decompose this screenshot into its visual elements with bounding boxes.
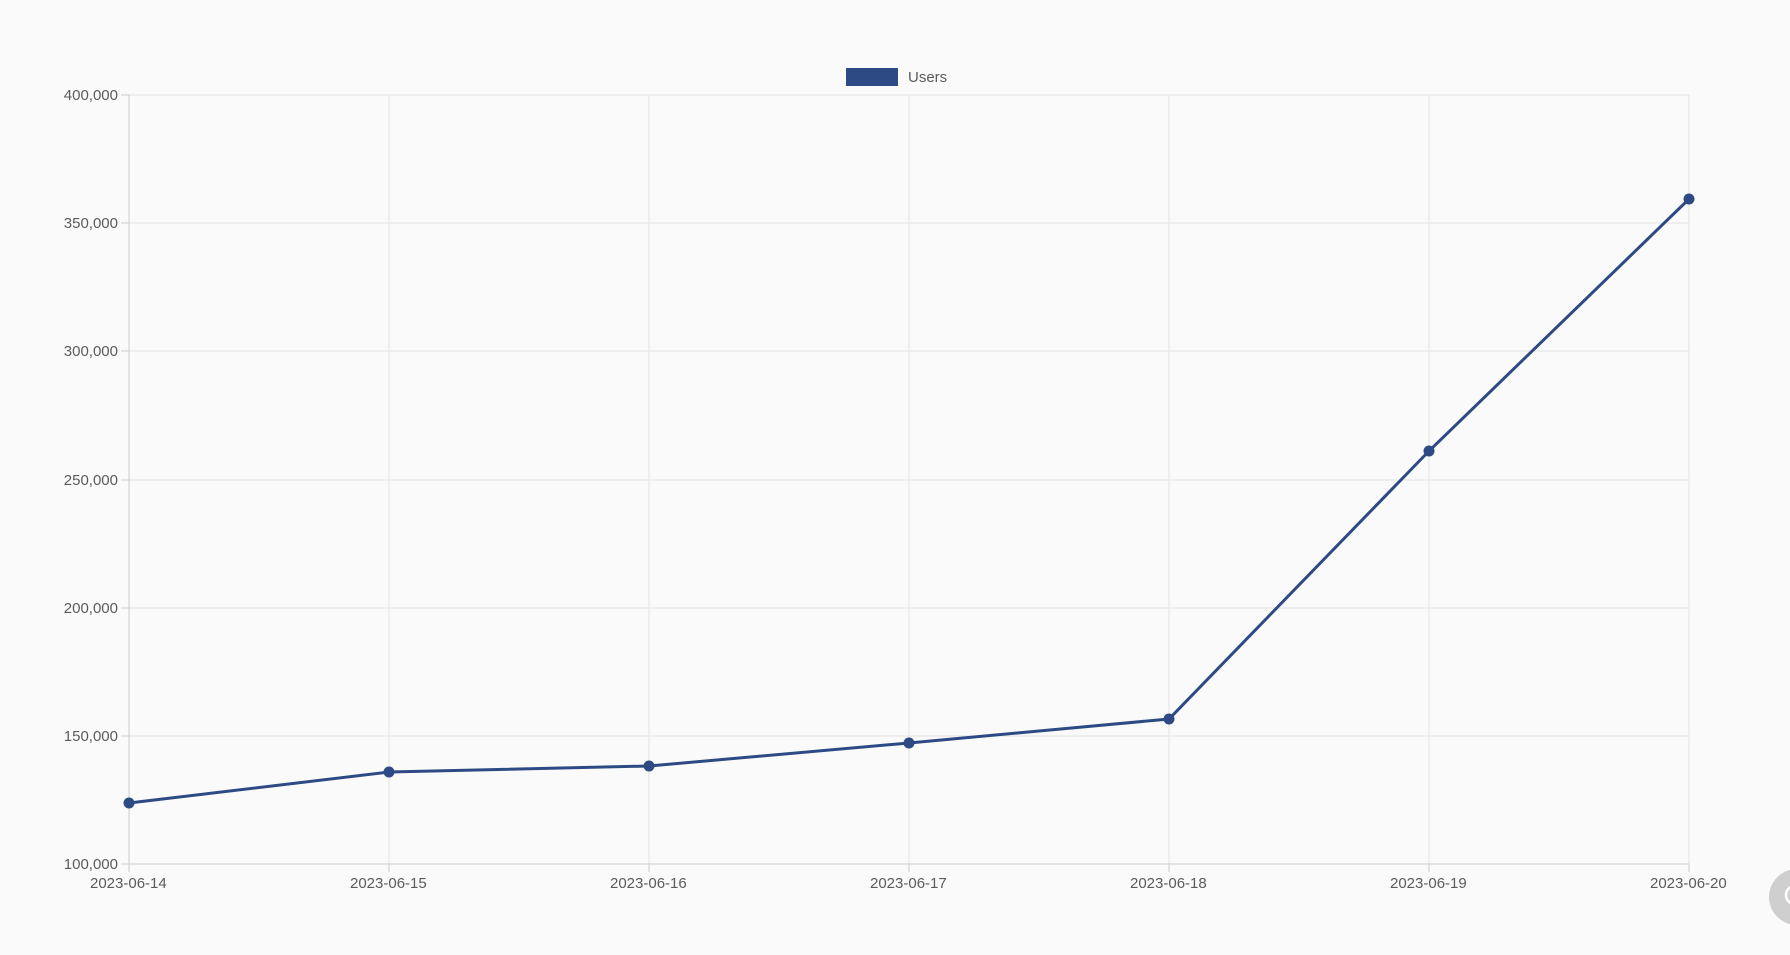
svg-text:Users: Users: [908, 69, 947, 86]
svg-text:2023-06-19: 2023-06-19: [1390, 875, 1467, 892]
svg-text:300,000: 300,000: [64, 343, 118, 360]
svg-text:250,000: 250,000: [64, 472, 118, 489]
svg-text:2023-06-14: 2023-06-14: [90, 875, 167, 892]
svg-text:2023-06-16: 2023-06-16: [610, 875, 687, 892]
svg-text:2023-06-15: 2023-06-15: [350, 875, 427, 892]
svg-text:200,000: 200,000: [64, 600, 118, 617]
svg-text:400,000: 400,000: [64, 87, 118, 104]
svg-text:350,000: 350,000: [64, 215, 118, 232]
svg-text:150,000: 150,000: [64, 728, 118, 745]
svg-text:100,000: 100,000: [64, 856, 118, 873]
svg-text:2023-06-17: 2023-06-17: [870, 875, 947, 892]
svg-text:2023-06-18: 2023-06-18: [1130, 875, 1207, 892]
svg-text:2023-06-20: 2023-06-20: [1650, 875, 1727, 892]
